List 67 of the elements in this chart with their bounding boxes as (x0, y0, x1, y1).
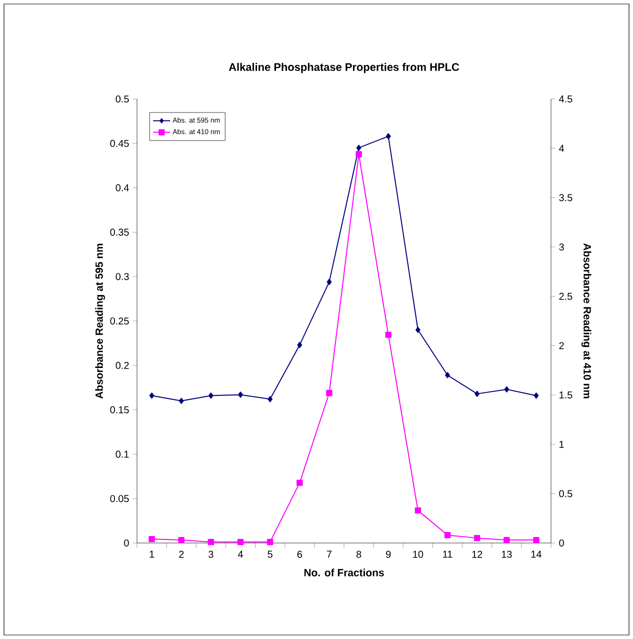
point (268, 396, 273, 402)
point (474, 534, 480, 542)
x-tick-label: 6 (297, 550, 302, 558)
y-tick-label: 0.3 (116, 273, 129, 280)
y-tick-label: 0 (124, 539, 129, 547)
y2-axis-title: Absorbance Reading at 410 nm (581, 243, 592, 398)
y-axis-title: Absorbance Reading at 595 nm (95, 244, 105, 399)
y-tick-label: 0.2 (116, 362, 129, 369)
chart-title: Alkaline Phosphatase Properties from HPLC (228, 62, 460, 74)
y2-tick-label: 2 (559, 342, 564, 350)
x-tick-label: 13 (502, 550, 512, 558)
point (178, 398, 184, 404)
point (534, 392, 539, 399)
point (533, 536, 540, 544)
x-tick-label: 11 (443, 550, 452, 558)
x-tick-label: 9 (386, 550, 391, 558)
point (356, 144, 362, 151)
y-tick-label: 0.1 (116, 450, 129, 458)
point (385, 332, 392, 338)
point (296, 480, 303, 486)
point (208, 392, 214, 399)
y2-tick-label: 3 (559, 243, 564, 251)
x-axis-title: No. of Fractions (304, 568, 384, 576)
point (415, 326, 420, 333)
point (414, 507, 422, 514)
point (238, 392, 243, 398)
x-tick-label: 2 (179, 550, 184, 558)
point (208, 538, 214, 546)
point (504, 536, 510, 544)
x-tick-label: 10 (413, 550, 424, 558)
y-tick-label: 0.05 (110, 495, 129, 502)
point (445, 372, 450, 378)
point (237, 538, 244, 546)
point (149, 392, 154, 399)
y2-tick-label: 4.5 (559, 96, 572, 102)
point (148, 536, 155, 542)
y2-tick-label: 3.5 (559, 194, 572, 202)
x-tick-label: 1 (150, 550, 154, 558)
point (386, 133, 391, 140)
x-tick-label: 4 (238, 550, 243, 558)
point (178, 536, 184, 544)
y2-tick-label: 0.5 (559, 490, 572, 498)
x-tick-label: 5 (268, 550, 272, 558)
x-tick-label: 12 (472, 550, 482, 558)
y-tick-label: 0.35 (110, 228, 129, 236)
point (266, 538, 274, 546)
y-tick-label: 0.45 (110, 140, 129, 147)
y-tick-label: 0.5 (116, 95, 129, 103)
y2-tick-label: 1 (560, 440, 564, 448)
y-tick-label: 0.4 (116, 184, 129, 192)
point (504, 386, 510, 392)
y-tick-label: 0.15 (110, 406, 129, 414)
x-tick-label: 3 (208, 550, 214, 558)
point (297, 342, 302, 348)
x-tick-label: 7 (326, 550, 332, 558)
y2-tick-label: 2.5 (559, 292, 572, 300)
point (474, 390, 480, 397)
point (326, 278, 332, 286)
x-tick-label: 14 (531, 550, 542, 558)
point (326, 390, 332, 396)
y2-tick-label: 0 (559, 539, 564, 547)
point (356, 151, 362, 158)
point (444, 532, 451, 538)
y2-tick-label: 1.5 (560, 392, 572, 398)
y2-tick-label: 4 (559, 144, 564, 152)
x-tick-label: 8 (356, 550, 362, 558)
y-tick-label: 0.25 (110, 317, 129, 325)
